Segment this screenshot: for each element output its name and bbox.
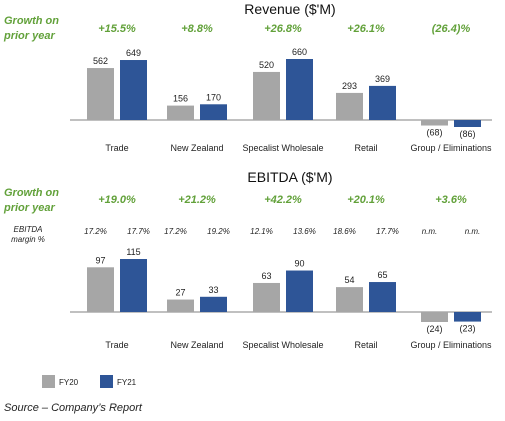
growth-label: prior year xyxy=(3,202,55,214)
data-label: (23) xyxy=(459,324,475,334)
bar-fy21 xyxy=(120,259,147,312)
data-label: 115 xyxy=(126,247,140,257)
margin-value: 17.7% xyxy=(376,227,399,236)
margin-value: n.m. xyxy=(465,227,481,236)
growth-value: +3.6% xyxy=(435,194,467,206)
growth-value: +19.0% xyxy=(98,194,136,206)
growth-value: +21.2% xyxy=(178,194,216,206)
category-label: Group / Eliminations xyxy=(410,143,492,153)
bar-fy20 xyxy=(167,299,194,312)
bar-fy21 xyxy=(454,120,481,127)
data-label: 660 xyxy=(292,47,307,57)
growth-value: +26.8% xyxy=(264,23,302,35)
data-label: 65 xyxy=(377,270,387,280)
bar-fy20 xyxy=(421,312,448,322)
category-label: Group / Eliminations xyxy=(410,340,492,350)
category-label: Retail xyxy=(354,340,377,350)
bar-fy21 xyxy=(454,312,481,322)
bar-fy21 xyxy=(369,282,396,312)
growth-value: +8.8% xyxy=(181,23,213,35)
bar-fy20 xyxy=(253,282,280,312)
category-label: Trade xyxy=(105,340,128,350)
growth-value: +15.5% xyxy=(98,23,136,35)
legend-swatch xyxy=(100,375,113,388)
legend-label: FY21 xyxy=(117,378,137,387)
category-label: Retail xyxy=(354,143,377,153)
bar-fy20 xyxy=(421,120,448,126)
data-label: 649 xyxy=(126,48,141,58)
data-label: 293 xyxy=(342,81,357,91)
data-label: 170 xyxy=(206,92,221,102)
margin-label: EBITDA xyxy=(14,225,43,234)
legend-label: FY20 xyxy=(59,378,79,387)
growth-value: +42.2% xyxy=(264,194,302,206)
chart-title: Revenue ($'M) xyxy=(244,1,335,17)
data-label: 33 xyxy=(208,285,218,295)
margin-value: 12.1% xyxy=(250,227,273,236)
category-label: Trade xyxy=(105,143,128,153)
data-label: (24) xyxy=(426,324,442,334)
data-label: 63 xyxy=(261,271,271,281)
growth-value: +26.1% xyxy=(347,23,385,35)
bar-fy21 xyxy=(286,270,313,312)
bar-fy21 xyxy=(369,85,396,120)
data-label: 90 xyxy=(294,259,304,269)
margin-value: 17.2% xyxy=(84,227,107,236)
data-label: 156 xyxy=(173,94,188,104)
bar-fy20 xyxy=(253,71,280,120)
data-label: 54 xyxy=(344,275,354,285)
bar-fy21 xyxy=(200,296,227,312)
legend-swatch xyxy=(42,375,55,388)
bar-fy21 xyxy=(286,59,313,120)
category-label: Specalist Wholesale xyxy=(242,340,323,350)
category-label: Specalist Wholesale xyxy=(242,143,323,153)
bar-fy21 xyxy=(120,60,147,120)
growth-label: prior year xyxy=(3,30,55,42)
margin-value: 13.6% xyxy=(293,227,316,236)
growth-value: +20.1% xyxy=(347,194,385,206)
growth-label: Growth on xyxy=(4,187,59,199)
margin-value: 17.7% xyxy=(127,227,150,236)
bar-fy20 xyxy=(167,105,194,120)
category-label: New Zealand xyxy=(170,340,223,350)
margin-value: 17.2% xyxy=(164,227,187,236)
margin-label: margin % xyxy=(11,235,45,244)
bar-fy20 xyxy=(87,267,114,312)
chart-title: EBITDA ($'M) xyxy=(247,169,332,185)
data-label: 520 xyxy=(259,60,274,70)
bar-fy21 xyxy=(200,104,227,120)
data-label: 27 xyxy=(175,288,185,298)
data-label: 562 xyxy=(93,56,108,66)
data-label: (86) xyxy=(459,129,475,139)
data-label: 97 xyxy=(95,255,105,265)
bar-fy20 xyxy=(336,287,363,312)
bar-fy20 xyxy=(336,92,363,120)
growth-label: Growth on xyxy=(4,15,59,27)
growth-value: (26.4)% xyxy=(432,23,471,35)
data-label: (68) xyxy=(426,128,442,138)
margin-value: 18.6% xyxy=(333,227,356,236)
margin-value: 19.2% xyxy=(207,227,230,236)
data-label: 369 xyxy=(375,74,390,84)
bar-fy20 xyxy=(87,68,114,120)
source-note: Source – Company’s Report xyxy=(4,402,142,414)
margin-value: n.m. xyxy=(422,227,438,236)
category-label: New Zealand xyxy=(170,143,223,153)
